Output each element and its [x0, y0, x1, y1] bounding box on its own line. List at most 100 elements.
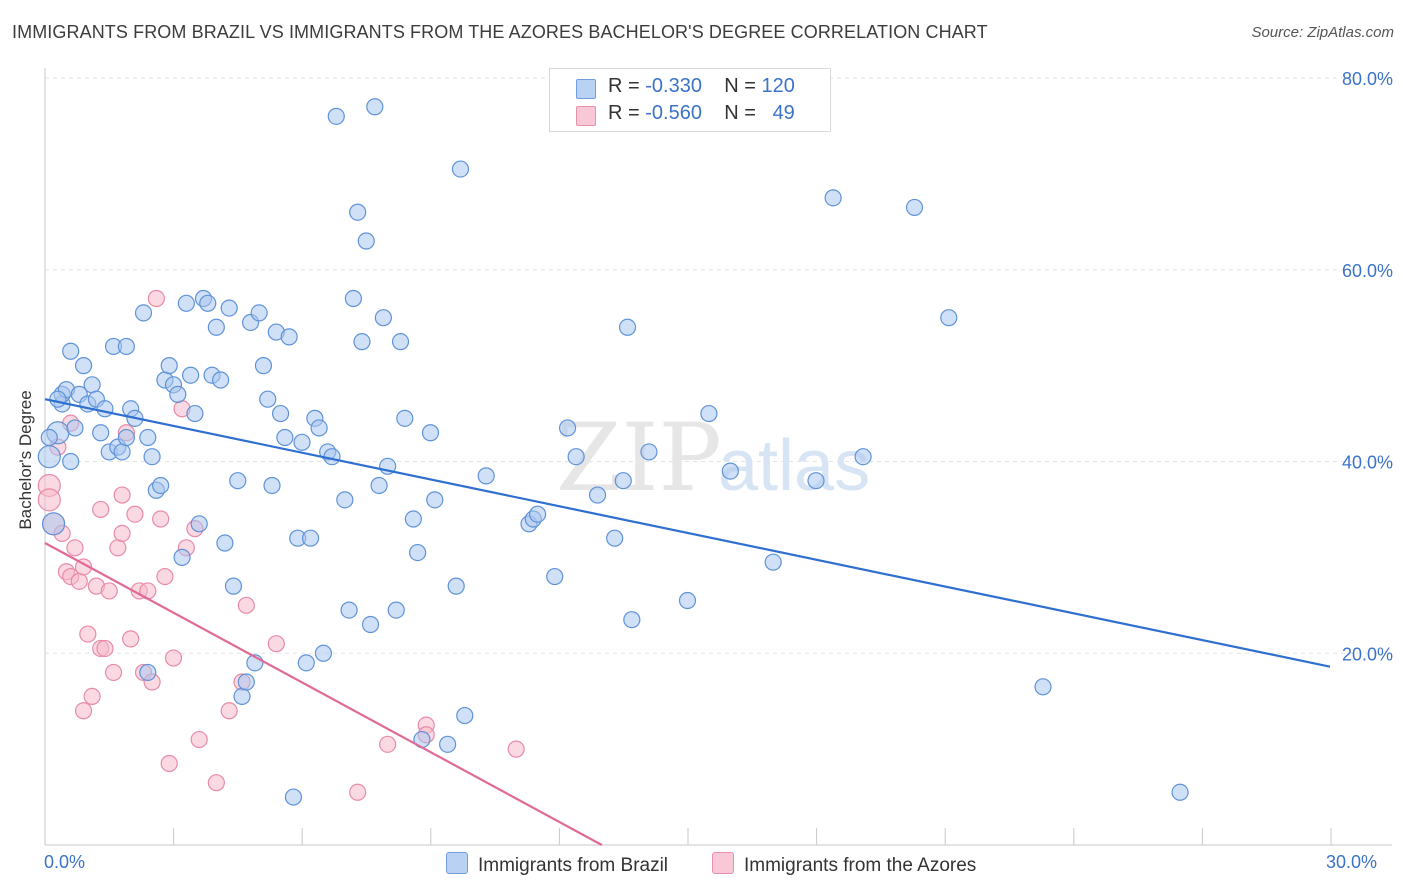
- legend-swatch-brazil: [576, 79, 596, 99]
- azores-point: [66, 539, 84, 557]
- azores-point: [379, 735, 397, 753]
- azores-point: [267, 635, 285, 653]
- azores-point: [156, 567, 174, 586]
- brazil-point: [640, 443, 658, 461]
- brazil-point: [139, 663, 157, 682]
- brazil-point: [336, 491, 354, 509]
- brazil-point: [254, 357, 273, 375]
- brazil-point: [92, 424, 110, 442]
- brazil-point: [177, 294, 195, 312]
- brazil-point: [229, 472, 247, 490]
- azores-point: [92, 500, 110, 519]
- brazil-point: [259, 390, 277, 408]
- legend-n-azores: 49: [772, 102, 795, 124]
- brazil-point: [558, 419, 577, 437]
- brazil-point: [426, 491, 444, 509]
- azores-point: [507, 740, 525, 758]
- azores-points: [37, 289, 525, 801]
- brazil-trend-line: [44, 398, 1331, 668]
- brazil-point: [284, 788, 303, 806]
- azores-point: [122, 630, 140, 648]
- watermark: ZIP atlas: [556, 404, 870, 513]
- brazil-point: [186, 404, 204, 423]
- brazil-point: [117, 337, 135, 356]
- watermark-atlas: atlas: [718, 426, 870, 506]
- azores-point: [100, 582, 118, 600]
- brazil-point: [207, 318, 225, 336]
- bottom-legend-swatch-azores: [712, 852, 734, 874]
- brazil-point: [477, 467, 495, 485]
- x-tick-max: 30.0%: [1326, 852, 1378, 872]
- source-label: Source: ZipAtlas.com: [1251, 24, 1394, 41]
- brazil-point: [807, 472, 825, 490]
- brazil-point: [451, 160, 470, 178]
- bottom-legend-azores: Immigrants from the Azores: [712, 852, 976, 877]
- azores-point: [70, 572, 88, 590]
- brazil-point: [74, 357, 93, 375]
- brazil-point: [1171, 783, 1189, 801]
- brazil-point: [66, 419, 84, 437]
- azores-point: [74, 702, 93, 720]
- brazil-point: [83, 376, 101, 394]
- brazil-point: [41, 512, 66, 536]
- brazil-point: [216, 534, 234, 552]
- brazil-point: [96, 400, 114, 418]
- brazil-point: [567, 448, 585, 466]
- y-axis-label: Bachelor's Degree: [16, 390, 35, 530]
- legend-n-brazil: 120: [761, 75, 795, 97]
- azores-point: [207, 774, 225, 792]
- brazil-points: [37, 98, 1189, 806]
- legend-swatch-azores: [576, 106, 596, 126]
- brazil-point: [340, 601, 358, 619]
- legend: R = -0.330 N = 120 R = -0.560 N = 49: [549, 68, 831, 132]
- brazil-point: [404, 510, 422, 528]
- azores-point: [109, 539, 127, 557]
- brazil-point: [327, 107, 345, 125]
- brazil-point: [40, 428, 58, 447]
- azores-point: [160, 754, 178, 773]
- brazil-point: [700, 404, 718, 423]
- brazil-point: [134, 304, 153, 322]
- brazil-point: [456, 706, 474, 725]
- brazil-point: [293, 433, 311, 451]
- brazil-point: [614, 472, 632, 490]
- bottom-legend-swatch-brazil: [446, 852, 468, 874]
- brazil-point: [314, 644, 333, 662]
- brazil-point: [439, 735, 457, 753]
- brazil-point: [854, 448, 872, 466]
- brazil-point: [271, 404, 290, 423]
- bottom-legend-brazil: Immigrants from Brazil: [446, 852, 668, 877]
- brazil-point: [190, 515, 208, 533]
- trend-lines: [44, 398, 1331, 846]
- brazil-point: [366, 98, 384, 116]
- brazil-point: [49, 390, 67, 408]
- brazil-point: [224, 577, 243, 595]
- brazil-point: [353, 333, 371, 351]
- brazil-point: [588, 486, 607, 504]
- azores-point: [113, 486, 131, 504]
- azores-point: [37, 488, 61, 512]
- brazil-point: [199, 294, 217, 312]
- legend-r-azores: -0.560: [645, 102, 702, 124]
- brazil-point: [528, 505, 547, 523]
- brazil-point: [361, 615, 380, 634]
- brazil-point: [173, 548, 191, 566]
- brazil-point: [233, 687, 251, 705]
- brazil-point: [182, 366, 200, 384]
- brazil-point: [169, 385, 187, 403]
- brazil-point: [220, 299, 238, 317]
- brazil-point: [263, 476, 281, 495]
- azores-point: [349, 783, 367, 801]
- brazil-point: [143, 448, 161, 466]
- brazil-point: [721, 462, 739, 480]
- y-tick-label-60: 60.0%: [1342, 261, 1393, 281]
- azores-point: [220, 702, 238, 720]
- brazil-point: [357, 232, 375, 250]
- brazil-point: [280, 328, 298, 346]
- brazil-point: [409, 543, 427, 562]
- brazil-point: [62, 452, 80, 471]
- brazil-point: [447, 577, 465, 595]
- brazil-point: [678, 591, 697, 610]
- brazil-point: [310, 419, 328, 437]
